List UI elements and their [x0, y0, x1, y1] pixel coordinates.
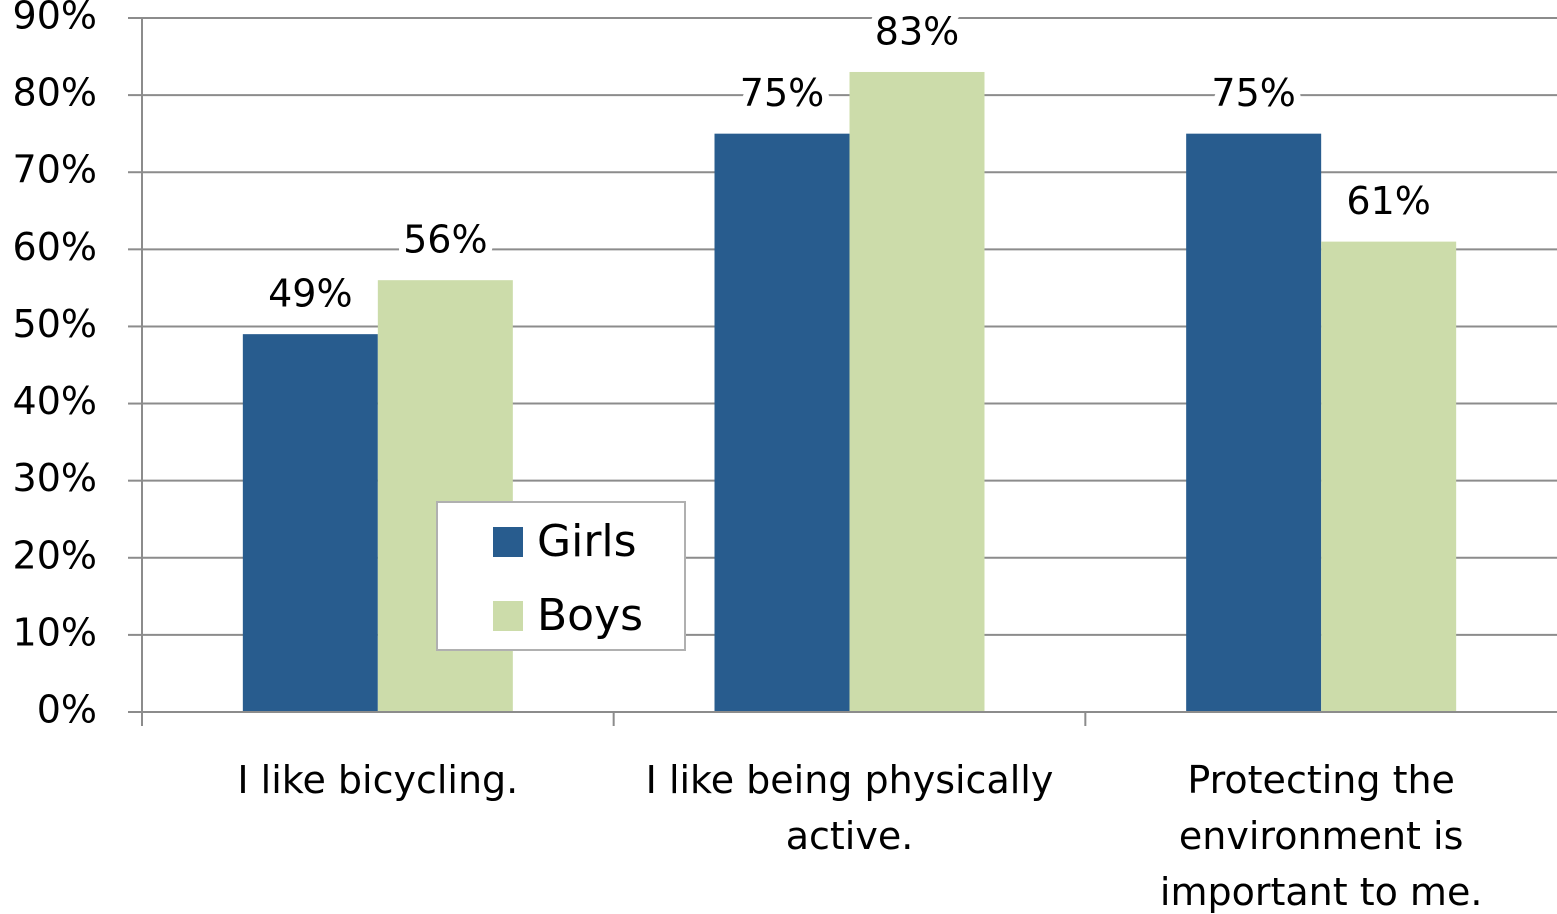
data-label: 49%: [268, 272, 352, 316]
y-tick-label: 0%: [37, 688, 97, 732]
bar: [242, 334, 378, 712]
bar: [714, 133, 850, 712]
y-tick-label: 50%: [13, 302, 97, 346]
data-label: 75%: [740, 71, 824, 115]
legend-label: Boys: [537, 590, 643, 641]
y-tick-label: 20%: [13, 533, 97, 577]
y-tick-label: 30%: [13, 456, 97, 500]
legend-swatch: [493, 601, 523, 631]
data-label: 61%: [1346, 179, 1430, 223]
data-label: 75%: [1211, 71, 1295, 115]
x-tick-label: I like bicycling.: [237, 758, 519, 802]
legend-swatch: [493, 527, 523, 557]
y-tick-label: 90%: [13, 0, 97, 38]
y-tick-label: 40%: [13, 379, 97, 423]
legend-box: [436, 501, 686, 651]
y-tick-label: 70%: [13, 148, 97, 192]
data-label: 83%: [875, 9, 959, 53]
x-tick-label: Protecting the environment is important …: [1159, 758, 1483, 914]
y-tick-label: 80%: [13, 71, 97, 115]
x-tick-label: I like being physically active.: [645, 758, 1054, 858]
bar: [849, 71, 985, 712]
bar: [1321, 241, 1457, 712]
y-tick-label: 60%: [13, 225, 97, 269]
legend-label: Girls: [537, 516, 637, 567]
y-tick-label: 10%: [13, 610, 97, 654]
data-label: 56%: [403, 218, 487, 262]
bar: [1186, 133, 1322, 712]
